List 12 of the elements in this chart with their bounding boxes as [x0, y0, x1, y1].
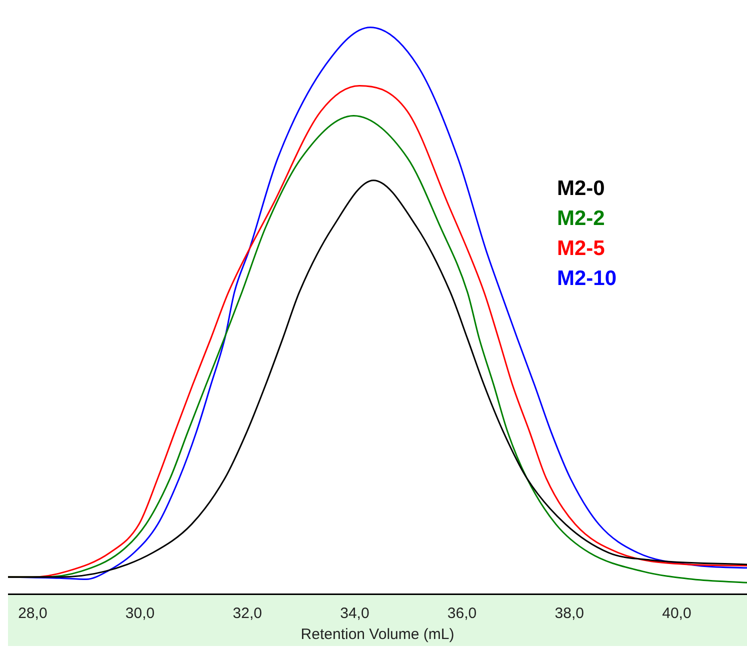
text: M2-2 [557, 207, 605, 230]
x-tick-label: 34,0 [340, 605, 370, 622]
x-axis-title: Retention Volume (mL) [300, 626, 454, 644]
text: M2-10 [557, 267, 617, 290]
x-tick-label: 38,0 [554, 605, 584, 622]
x-tick-label: 32,0 [232, 605, 262, 622]
x-tick-label: 40,0 [662, 605, 692, 622]
x-tick-label: 30,0 [125, 605, 155, 622]
x-tick-label: 28,0 [18, 605, 48, 622]
text: M2-0 [557, 177, 605, 200]
x-tick-label: 36,0 [447, 605, 477, 622]
text: M2-5 [557, 237, 606, 260]
